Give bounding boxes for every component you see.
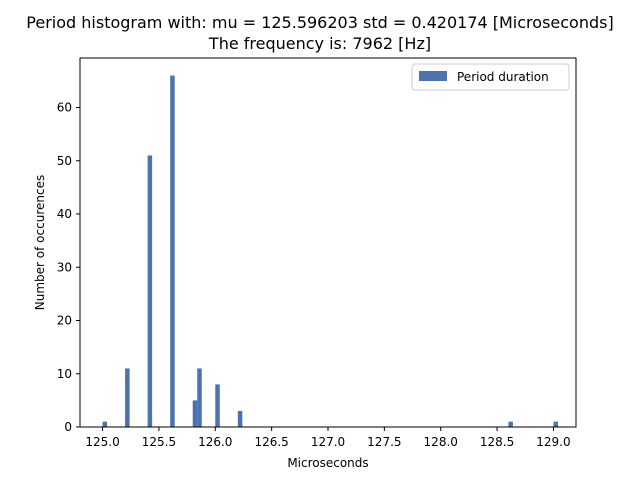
y-tick-label: 0 bbox=[64, 420, 72, 434]
y-tick-label: 50 bbox=[57, 154, 72, 168]
chart-title-line1: Period histogram with: mu = 125.596203 s… bbox=[26, 13, 613, 32]
x-tick-label: 127.0 bbox=[311, 435, 345, 449]
bar bbox=[125, 368, 130, 427]
x-tick-label: 128.0 bbox=[424, 435, 458, 449]
x-tick-label: 125.5 bbox=[142, 435, 176, 449]
x-tick-label: 126.5 bbox=[254, 435, 288, 449]
y-axis-label: Number of occurences bbox=[33, 175, 47, 310]
x-tick-label: 129.0 bbox=[536, 435, 570, 449]
legend: Period duration bbox=[411, 63, 570, 91]
x-axis-label: Microseconds bbox=[287, 456, 368, 470]
plot-area bbox=[80, 58, 576, 427]
plot-frame bbox=[79, 57, 577, 428]
legend-frame bbox=[411, 63, 570, 91]
y-tick-label: 10 bbox=[57, 367, 72, 381]
y-axis-ticks: 0 10 20 30 40 50 60 bbox=[57, 101, 80, 434]
x-tick-label: 127.5 bbox=[367, 435, 401, 449]
bar bbox=[237, 411, 243, 427]
legend-label: Period duration bbox=[457, 70, 549, 84]
y-tick-label: 20 bbox=[57, 314, 72, 328]
bar bbox=[508, 421, 513, 427]
y-tick-label: 30 bbox=[57, 260, 72, 274]
legend-swatch bbox=[419, 71, 447, 81]
y-tick-label: 60 bbox=[57, 101, 72, 115]
bar bbox=[553, 421, 558, 427]
bar bbox=[215, 384, 220, 427]
bar bbox=[147, 155, 153, 427]
x-tick-label: 128.5 bbox=[480, 435, 514, 449]
bar bbox=[197, 368, 202, 427]
x-axis-ticks: 125.0 125.5 126.0 126.5 127.0 127.5 128.0 128.5… bbox=[85, 427, 571, 449]
chart-title-line2: The frequency is: 7962 [Hz] bbox=[208, 34, 431, 53]
x-tick-label: 126.0 bbox=[198, 435, 232, 449]
bar bbox=[192, 400, 198, 427]
bars-group bbox=[102, 75, 558, 428]
y-tick-label: 40 bbox=[57, 207, 72, 221]
bar bbox=[102, 421, 108, 427]
x-tick-label: 125.0 bbox=[85, 435, 119, 449]
bar bbox=[170, 75, 175, 428]
